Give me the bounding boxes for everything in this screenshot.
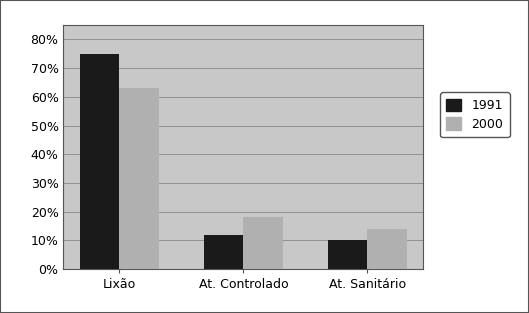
Bar	[80, 54, 120, 269]
Bar	[327, 240, 367, 269]
Bar	[120, 88, 159, 269]
Bar	[204, 235, 243, 269]
Legend: 1991, 2000: 1991, 2000	[440, 92, 509, 137]
Bar	[367, 229, 407, 269]
Bar	[243, 218, 283, 269]
